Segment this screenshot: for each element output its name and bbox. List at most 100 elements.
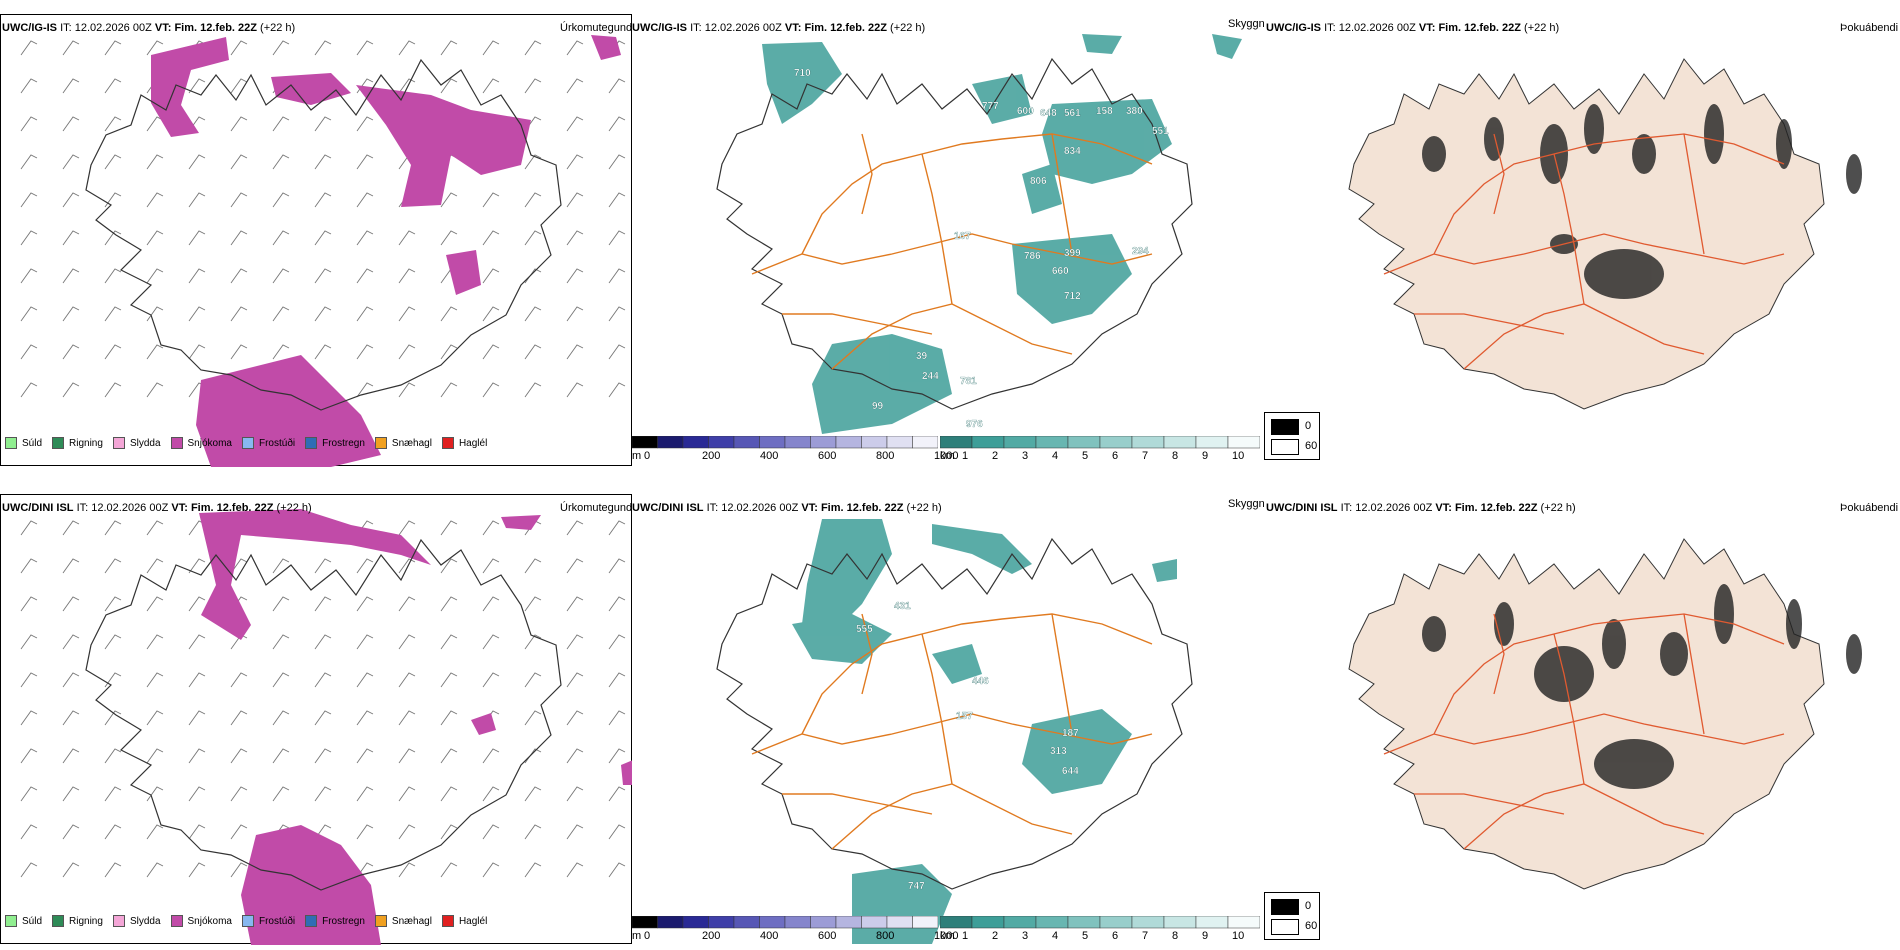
wind-barb: [104, 748, 122, 764]
wind-barb: [20, 268, 38, 284]
legend-label: Haglél: [458, 437, 488, 449]
fog-scale-black: [1271, 419, 1299, 435]
ceiling-colorbar-bottom: m 0 200 400 600 800 1000: [631, 915, 958, 946]
ceiling-label: 446: [972, 676, 989, 687]
panel-type-label: Þokuábendi: [1840, 502, 1899, 514]
wind-barb: [566, 558, 584, 574]
wind-barb: [482, 230, 500, 246]
wind-barb: [104, 672, 122, 688]
wind-barb: [566, 824, 584, 840]
wind-barb: [524, 78, 542, 94]
iceland-outline: [716, 57, 1193, 410]
wind-barb: [566, 192, 584, 208]
ceiling-label: 747: [908, 881, 925, 892]
wind-barb: [20, 824, 38, 840]
wind-barb: [524, 558, 542, 574]
ceiling-label: 644: [1062, 766, 1079, 777]
wind-barb: [272, 116, 290, 132]
wind-barb: [272, 596, 290, 612]
wind-barb: [314, 634, 332, 650]
legend-label: Snjókoma: [187, 915, 232, 927]
precip-type-panel-top: Súld Rigning Slydda Snjókoma Frostúði Frostre…: [0, 14, 632, 467]
low-visibility-areas: [762, 34, 1242, 434]
visibility-tick: 2: [992, 450, 999, 462]
wind-barb: [314, 558, 332, 574]
legend-item: Frostúði: [241, 915, 295, 927]
precip-type-panel-bottom: Súld Rigning Slydda Snjókoma Frostúði Frostre…: [0, 494, 633, 945]
wind-barb: [146, 748, 164, 764]
legend-item: Rigning: [52, 437, 103, 449]
legend-swatch: [241, 915, 254, 927]
wind-barb: [482, 596, 500, 612]
road-network: [1383, 613, 1785, 850]
wind-barb: [104, 306, 122, 322]
iceland-land: [1348, 538, 1825, 890]
wind-barb: [188, 344, 206, 360]
ceiling-label: 39: [916, 351, 928, 362]
wind-barb: [188, 154, 206, 170]
wind-barb: [524, 824, 542, 840]
legend-item: Haglél: [441, 437, 488, 449]
wind-barb: [566, 40, 584, 56]
wind-barb: [188, 786, 206, 802]
wind-barb: [566, 230, 584, 246]
visibility-tick: 3: [1022, 450, 1029, 462]
visibility-colorbar-bottom: km 1 2 3 4 5 6 7 8 9 10: [939, 915, 1261, 946]
panel-type-label: Þokuábendi: [1840, 22, 1899, 34]
wind-barb: [356, 230, 374, 246]
wind-barb: [524, 192, 542, 208]
ceiling-label: 380: [1126, 106, 1143, 117]
wind-barb: [20, 230, 38, 246]
wind-barb: [524, 786, 542, 802]
legend-item: Rigning: [52, 915, 103, 927]
ceiling-label: 431: [894, 601, 911, 612]
visibility-tick: 8: [1172, 450, 1179, 462]
wind-barb: [20, 634, 38, 650]
wind-barb: [482, 862, 500, 878]
wind-barb: [398, 344, 416, 360]
ceiling-tick: 400: [760, 930, 779, 942]
legend-label: Frostregn: [322, 437, 365, 449]
iceland-outline: [85, 58, 562, 411]
wind-barb: [356, 40, 374, 56]
wind-barb: [272, 710, 290, 726]
ceiling-label: 806: [1030, 176, 1047, 187]
wind-barb: [188, 192, 206, 208]
visibility-tick: 9: [1202, 450, 1209, 462]
wind-barb: [188, 748, 206, 764]
ceiling-label: 244: [922, 371, 939, 382]
wind-barb: [356, 192, 374, 208]
wind-barb: [314, 710, 332, 726]
wind-barb: [20, 382, 38, 398]
ceiling-labels: 431 555 446 157 187 313 644 747: [856, 601, 1079, 892]
wind-barb: [398, 596, 416, 612]
legend-item: Snjókoma: [170, 915, 232, 927]
wind-barb: [62, 268, 80, 284]
wind-barb: [272, 192, 290, 208]
wind-barb: [566, 78, 584, 94]
wind-barb: [20, 672, 38, 688]
legend-label: Frostúði: [258, 437, 296, 449]
wind-barb: [314, 40, 332, 56]
wind-barb: [146, 382, 164, 398]
wind-barb: [482, 634, 500, 650]
ceiling-label: 187: [1062, 728, 1079, 739]
ceiling-label: 555: [856, 624, 873, 635]
wind-barb: [608, 154, 626, 170]
ceiling-label: 710: [794, 68, 811, 79]
wind-barb: [356, 268, 374, 284]
ceiling-label: 158: [1096, 106, 1113, 117]
wind-barb: [524, 154, 542, 170]
wind-barb: [482, 192, 500, 208]
wind-barb: [104, 154, 122, 170]
wind-barb: [608, 116, 626, 132]
wind-barb: [314, 786, 332, 802]
visibility-panel-top: 710 777 600 648 561 158 380 551 834 806 167 786 399 6…: [632, 14, 1264, 466]
wind-barb: [62, 382, 80, 398]
wind-barb: [398, 268, 416, 284]
wind-barb: [62, 634, 80, 650]
ceiling-tick: 200: [702, 930, 721, 942]
wind-barb: [314, 116, 332, 132]
legend-label: Haglél: [458, 915, 488, 927]
legend-item: Snjókoma: [170, 437, 232, 449]
